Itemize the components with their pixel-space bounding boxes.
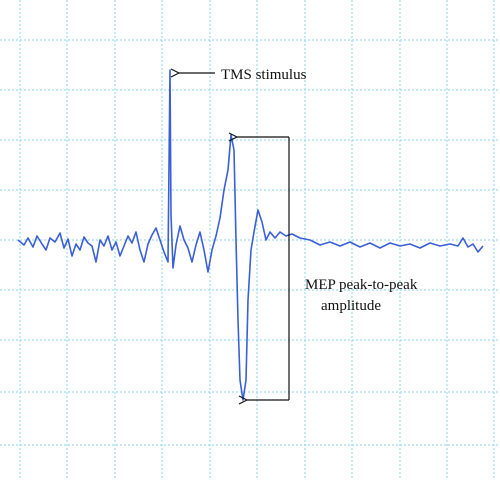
emg-trace	[17, 69, 484, 401]
mep-label: amplitude	[321, 298, 381, 314]
mep-label: MEP peak-to-peak	[305, 277, 418, 293]
stimulus-label: TMS stimulus	[221, 67, 307, 83]
